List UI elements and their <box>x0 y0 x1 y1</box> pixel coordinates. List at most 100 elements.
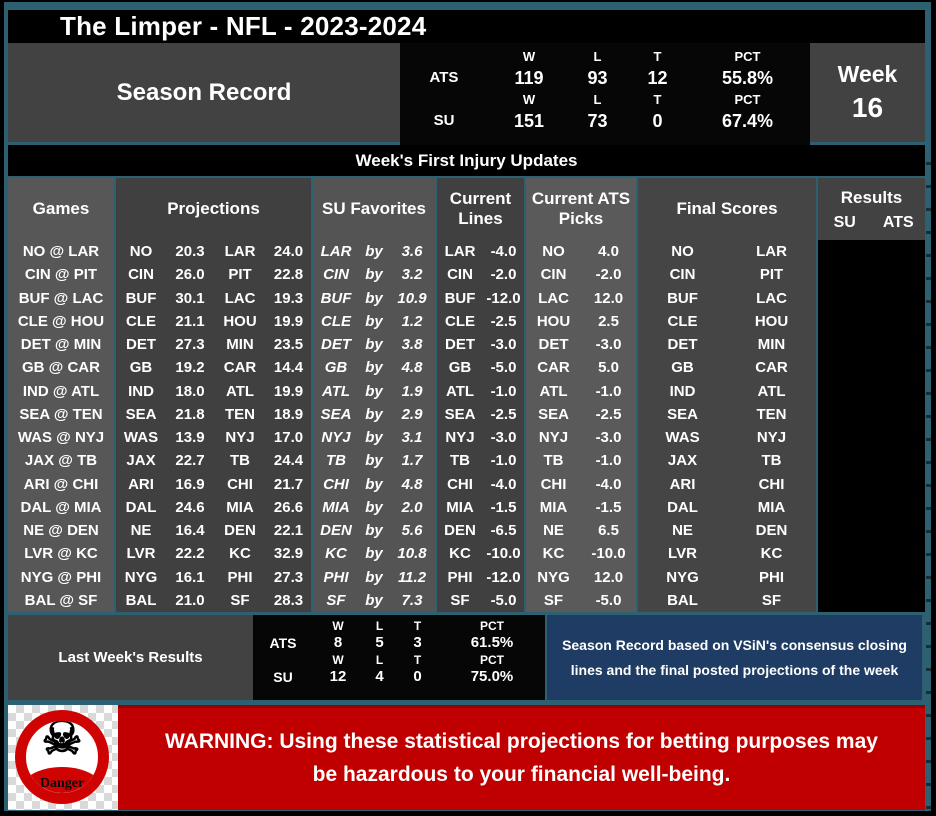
current_lines-line: -10.0 <box>486 545 521 563</box>
table-row-ats_picks: MIA -1.5 <box>526 496 636 519</box>
column-su-favorites: SU Favorites LAR by 3.6 CIN by 3.2 BUF by 10.9 CL… <box>313 178 435 612</box>
table-row-current_lines: SEA -2.5 <box>437 403 524 426</box>
projections-away_proj: 16.4 <box>175 522 205 540</box>
info-box: Season Record based on VSiN's consensus … <box>547 615 922 700</box>
su_favorites-by: by <box>365 336 383 354</box>
su_favorites-by: by <box>365 452 383 470</box>
projections-home: CAR <box>223 359 257 377</box>
projections-away_proj: 16.9 <box>175 475 205 493</box>
su_favorites-fav: NYJ <box>321 429 351 447</box>
lw-ats-label: ATS <box>269 635 297 651</box>
ats_picks-pick_team: ATL <box>539 382 568 400</box>
projections-away_proj: 21.1 <box>175 312 205 330</box>
table-row-su_favorites: CHI by 4.8 <box>313 473 435 496</box>
column-results: Results SU ATS <box>818 178 925 612</box>
table-row-current_lines: SF -5.0 <box>437 589 524 612</box>
games-game: NYG @ PHI <box>20 568 102 586</box>
ats_picks-pick_line: -1.5 <box>595 498 622 516</box>
current_lines-line: -4.0 <box>490 475 517 493</box>
current_lines-line: -12.0 <box>486 568 521 586</box>
table-row-games: ARI @ CHI <box>8 473 114 496</box>
su_favorites-fav: MIA <box>322 498 350 516</box>
su-pct: 67.4% <box>721 111 774 131</box>
spacer <box>253 619 313 633</box>
ats_picks-pick_line: -4.0 <box>595 475 622 493</box>
table-row-final_scores: NE DEN <box>638 519 816 542</box>
final_scores-fs_home: TEN <box>756 405 787 423</box>
table-row-games: IND @ ATL <box>8 380 114 403</box>
su_favorites-margin: 10.8 <box>397 545 427 563</box>
page-title: The Limper - NFL - 2023-2024 <box>60 11 427 41</box>
su_favorites-by: by <box>365 545 383 563</box>
projections-home_proj: 32.9 <box>273 545 304 563</box>
projections-away_proj: 21.8 <box>175 405 205 423</box>
table-row-su_favorites: CLE by 1.2 <box>313 310 435 333</box>
table-row-final_scores: BUF LAC <box>638 287 816 310</box>
table-row-final_scores: JAX TB <box>638 449 816 472</box>
table-row-su_favorites: CIN by 3.2 <box>313 263 435 286</box>
column-final-scores: Final Scores NO LAR CIN PIT BUF LAC CLE HOU DET M… <box>638 178 816 612</box>
ats-losses: 93 <box>587 68 608 88</box>
final-scores-rows: NO LAR CIN PIT BUF LAC CLE HOU DET MIN GB CAR IND ATL… <box>638 240 816 612</box>
column-header-current-lines: Current Lines <box>449 189 512 228</box>
ats_picks-pick_team: NYJ <box>538 429 569 447</box>
projections-away_proj: 20.3 <box>175 243 205 261</box>
projections-away: CLE <box>126 312 156 330</box>
table-row-projections: NE 16.4 DEN 22.1 <box>116 519 311 542</box>
projections-away_proj: 27.3 <box>175 336 205 354</box>
table-row-current_lines: BUF -12.0 <box>437 287 524 310</box>
season-record-label: Season Record <box>116 78 292 106</box>
table-row-ats_picks: TB -1.0 <box>526 449 636 472</box>
table-row-ats_picks: CAR 5.0 <box>526 356 636 379</box>
danger-label: Danger <box>39 776 85 791</box>
column-projections: Projections NO 20.3 LAR 24.0 CIN 26.0 PIT 22.8 B… <box>116 178 311 612</box>
projections-away: DAL <box>125 498 157 516</box>
ats_picks-pick_team: NE <box>543 522 564 540</box>
final_scores-fs_home: LAR <box>756 243 787 261</box>
projections-away: ARI <box>128 475 154 493</box>
ats_picks-pick_line: -10.0 <box>591 545 626 563</box>
col-header-l: L <box>375 653 384 667</box>
projections-home_proj: 19.9 <box>273 382 304 400</box>
lw-su-ties: 0 <box>413 668 422 685</box>
current_lines-line_team: TB <box>450 452 470 470</box>
current_lines-line_team: CLE <box>445 312 475 330</box>
projections-away_proj: 16.1 <box>175 568 205 586</box>
su_favorites-by: by <box>365 382 383 400</box>
table-row-projections: WAS 13.9 NYJ 17.0 <box>116 426 311 449</box>
table-row-final_scores: LVR KC <box>638 542 816 565</box>
info-box-text: Season Record based on VSiN's consensus … <box>562 637 907 678</box>
su-wins: 151 <box>513 111 545 131</box>
ats_picks-pick_team: SF <box>543 591 564 609</box>
table-row-ats_picks: CIN -2.0 <box>526 263 636 286</box>
ats_picks-pick_line: -5.0 <box>595 591 622 609</box>
ats_picks-pick_line: 12.0 <box>593 289 624 307</box>
col-header-pct: PCT <box>734 49 761 64</box>
su_favorites-margin: 2.9 <box>401 405 423 423</box>
projections-away_proj: 30.1 <box>175 289 205 307</box>
projections-away_proj: 24.6 <box>175 498 205 516</box>
table-row-final_scores: IND ATL <box>638 380 816 403</box>
table-row-projections: BAL 21.0 SF 28.3 <box>116 589 311 612</box>
danger-icon: ☠ Danger <box>15 710 109 804</box>
table-row-final_scores: NYG PHI <box>638 566 816 589</box>
su_favorites-by: by <box>365 498 383 516</box>
projections-away: IND <box>128 382 154 400</box>
table-row-projections: IND 18.0 ATL 19.9 <box>116 380 311 403</box>
projections-home: SF <box>230 591 250 609</box>
su_favorites-fav: SEA <box>320 405 352 423</box>
col-header-pct: PCT <box>734 92 761 107</box>
su_favorites-margin: 11.2 <box>397 568 427 586</box>
su-losses: 73 <box>587 111 608 131</box>
su_favorites-margin: 3.1 <box>401 429 423 447</box>
final_scores-fs_home: NYJ <box>756 429 787 447</box>
col-header-w: W <box>332 619 344 633</box>
table-row-games: CLE @ HOU <box>8 310 114 333</box>
table-row-current_lines: ATL -1.0 <box>437 380 524 403</box>
projections-away: GB <box>129 359 153 377</box>
current_lines-line_team: BUF <box>444 289 476 307</box>
table-row-games: DAL @ MIA <box>8 496 114 519</box>
current_lines-line_team: CHI <box>447 475 473 493</box>
danger-band <box>26 767 98 793</box>
